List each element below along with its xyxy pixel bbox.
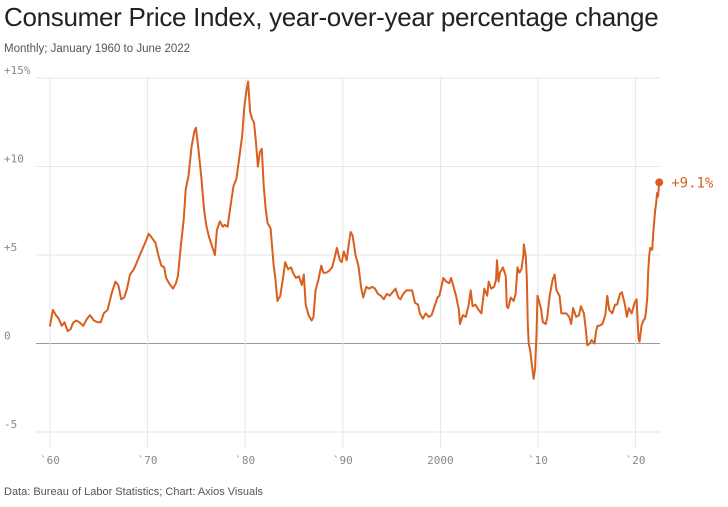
chart-title: Consumer Price Index, year-over-year per…: [4, 2, 659, 32]
x-tick-label: 2000: [427, 454, 454, 467]
x-tick-label: `90: [333, 454, 353, 467]
x-tick-label: `70: [138, 454, 158, 467]
x-tick-label: `10: [528, 454, 548, 467]
y-tick-label: +15%: [4, 64, 31, 77]
y-tick-label: +5: [4, 241, 17, 254]
x-tick-label: `60: [40, 454, 60, 467]
cpi-series-line: [49, 80, 661, 380]
y-tick-label: +10: [4, 153, 24, 166]
y-tick-label: 0: [4, 330, 11, 343]
x-tick-label: `20: [626, 454, 646, 467]
latest-value-marker: [655, 178, 664, 187]
y-tick-label: -5: [4, 418, 17, 431]
latest-value-label: +9.1%: [671, 175, 714, 191]
x-tick-label: `80: [235, 454, 255, 467]
chart-source: Data: Bureau of Labor Statistics; Chart:…: [4, 486, 264, 498]
chart-subtitle: Monthly; January 1960 to June 2022: [4, 43, 191, 55]
